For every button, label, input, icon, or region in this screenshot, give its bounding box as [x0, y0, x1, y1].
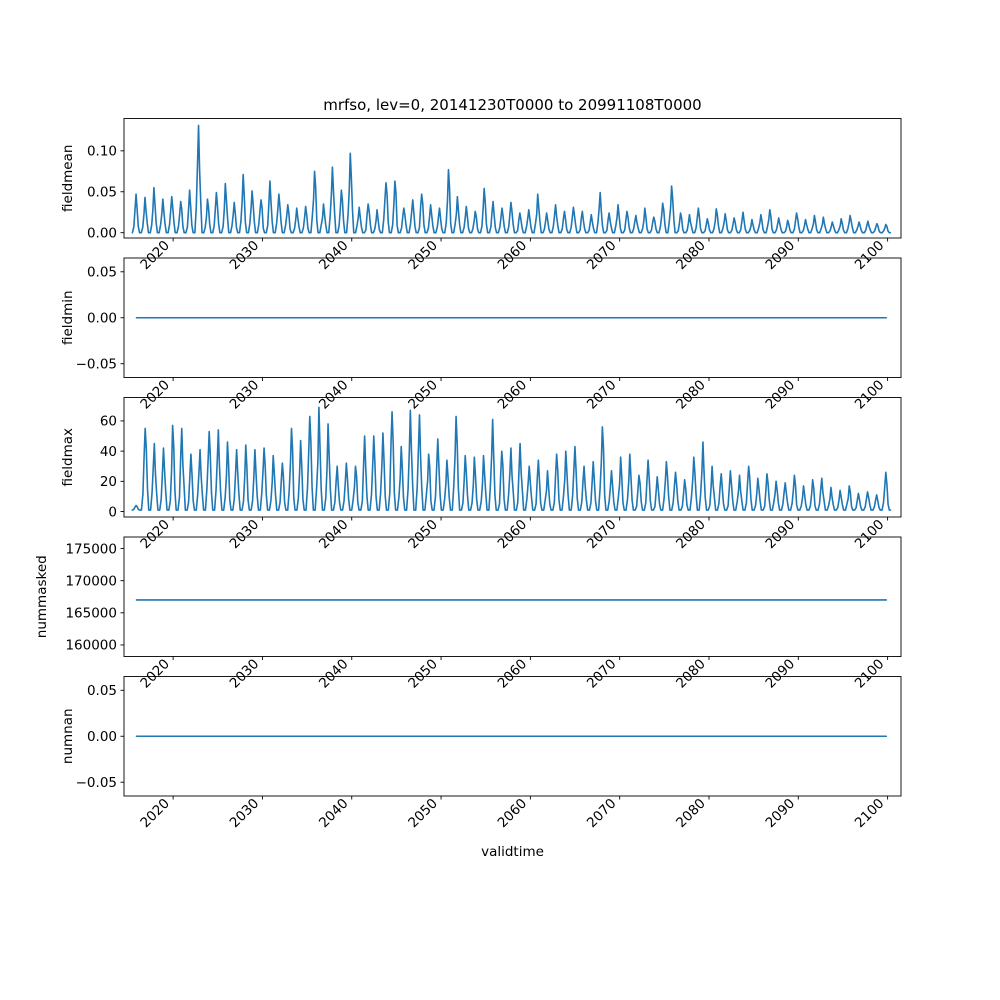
y-axis-label: fieldmean — [60, 145, 76, 212]
x-tick-label: 2090 — [763, 517, 799, 553]
x-tick-label: 2050 — [405, 796, 441, 832]
y-tick-label: 0.00 — [87, 225, 117, 241]
panel-frame — [123, 397, 902, 518]
data-series-fieldmax — [131, 406, 892, 511]
x-tick-label: 2050 — [405, 517, 441, 553]
x-tick-label: 2020 — [137, 796, 173, 832]
chart-title: mrfso, lev=0, 20141230T0000 to 20991108T… — [323, 96, 701, 114]
x-tick-label: 2050 — [405, 377, 441, 413]
x-tick-label: 2070 — [584, 517, 620, 553]
x-tick-label: 2040 — [316, 377, 352, 413]
x-tick-label: 2030 — [227, 377, 263, 413]
y-tick-label: 175000 — [65, 541, 117, 557]
y-axis-label: fieldmax — [60, 428, 76, 487]
x-tick-label: 2060 — [495, 238, 531, 274]
y-tick-label: 0.05 — [87, 185, 117, 201]
x-tick-label: 2100 — [852, 796, 888, 832]
panel-frame — [123, 536, 902, 657]
y-tick-label: 0.00 — [87, 729, 117, 745]
panel-fieldmean: 0.00 0.05 0.10 fieldmean 2020 2030 2040 2050 206… — [60, 118, 902, 274]
x-tick-label: 2030 — [227, 517, 263, 553]
x-tick-label: 2080 — [673, 517, 709, 553]
x-tick-label: 2020 — [137, 656, 173, 692]
x-tick-label: 2030 — [227, 796, 263, 832]
panel-nummasked: 160000 165000 170000 175000 nummasked 2020 203… — [34, 536, 902, 692]
y-tick-label: −0.05 — [76, 775, 117, 791]
data-series-fieldmean — [131, 124, 892, 234]
x-tick-label: 2030 — [227, 656, 263, 692]
x-tick-label: 2070 — [584, 796, 620, 832]
x-tick-label: 2040 — [316, 656, 352, 692]
x-tick-label: 2100 — [852, 656, 888, 692]
x-tick-label: 2060 — [495, 517, 531, 553]
panel-numnan: −0.05 0.00 0.05 numnan 2020 2030 2040 2050 2060 2… — [60, 676, 902, 832]
x-tick-label: 2070 — [584, 238, 620, 274]
x-tick-label: 2020 — [137, 517, 173, 553]
y-tick-label: 20 — [100, 474, 117, 490]
panel-fieldmin: −0.05 0.00 0.05 fieldmin 2020 2030 2040 2050 206… — [60, 257, 902, 413]
y-tick-label: 0.05 — [87, 683, 117, 699]
x-tick-label: 2050 — [405, 656, 441, 692]
x-tick-label: 2070 — [584, 656, 620, 692]
y-tick-label: 0.05 — [87, 265, 117, 281]
y-tick-label: 165000 — [65, 606, 117, 622]
x-axis-label: validtime — [481, 844, 544, 860]
x-tick-label: 2080 — [673, 796, 709, 832]
x-tick-label: 2060 — [495, 377, 531, 413]
x-tick-label: 2070 — [584, 377, 620, 413]
y-tick-label: 160000 — [65, 638, 117, 654]
x-tick-label: 2080 — [673, 238, 709, 274]
y-tick-label: 170000 — [65, 573, 117, 589]
x-tick-label: 2090 — [763, 238, 799, 274]
x-tick-label: 2080 — [673, 377, 709, 413]
x-tick-label: 2050 — [405, 238, 441, 274]
x-tick-label: 2040 — [316, 517, 352, 553]
y-tick-label: 40 — [100, 444, 117, 460]
x-tick-label: 2100 — [852, 517, 888, 553]
x-tick-label: 2040 — [316, 238, 352, 274]
y-tick-label: 0.10 — [87, 144, 117, 160]
x-tick-label: 2100 — [852, 238, 888, 274]
x-tick-label: 2040 — [316, 796, 352, 832]
x-tick-label: 2090 — [763, 377, 799, 413]
x-tick-label: 2020 — [137, 377, 173, 413]
y-tick-label: 0.00 — [87, 311, 117, 327]
x-tick-label: 2080 — [673, 656, 709, 692]
x-tick-label: 2060 — [495, 656, 531, 692]
y-axis-label: fieldmin — [60, 290, 76, 345]
x-tick-label: 2030 — [227, 238, 263, 274]
panel-frame — [123, 118, 902, 239]
y-axis-label: numnan — [60, 708, 76, 764]
y-axis-label: nummasked — [34, 555, 50, 638]
y-tick-label: 60 — [100, 414, 117, 430]
x-tick-label: 2020 — [137, 238, 173, 274]
y-tick-label: 0 — [108, 504, 117, 520]
x-tick-label: 2090 — [763, 656, 799, 692]
x-tick-label: 2090 — [763, 796, 799, 832]
x-tick-label: 2060 — [495, 796, 531, 832]
x-tick-label: 2100 — [852, 377, 888, 413]
y-tick-label: −0.05 — [76, 357, 117, 373]
